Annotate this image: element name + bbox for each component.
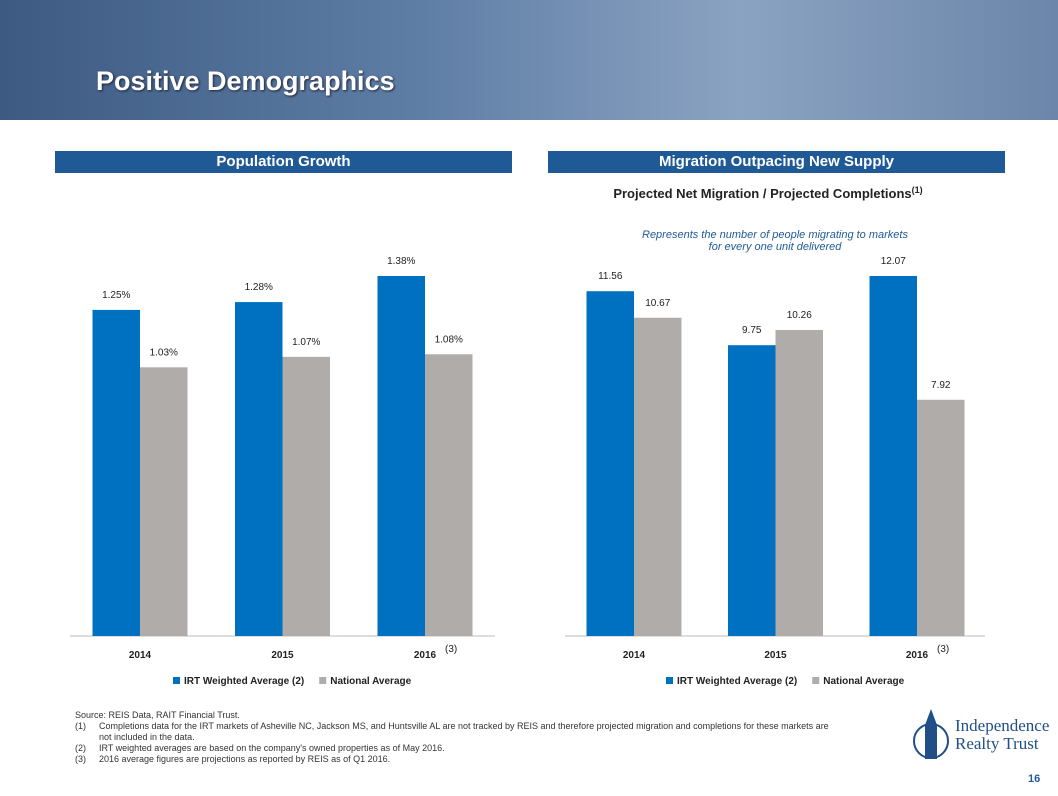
x-tick-label: 2015 <box>764 650 787 661</box>
legend-swatch <box>666 677 673 684</box>
data-label: 7.92 <box>931 380 951 391</box>
footnote: (2) IRT weighted averages are based on th… <box>75 743 835 754</box>
chart-title: Projected Net Migration / Projected Comp… <box>613 185 922 201</box>
source: Source: REIS Data, RAIT Financial Trust. <box>75 710 240 720</box>
bar <box>586 291 634 636</box>
x-tick-label: 2014 <box>623 650 646 661</box>
legend-swatch <box>812 677 820 684</box>
legend-label: National Average <box>330 676 411 687</box>
bar <box>917 399 965 636</box>
bar <box>869 276 917 636</box>
data-label: 11.56 <box>598 271 623 282</box>
page-number: 16 <box>1028 773 1041 785</box>
header-banner <box>0 0 1058 120</box>
data-label: 12.07 <box>881 256 906 267</box>
data-label: 1.07% <box>292 337 320 348</box>
logo-icon <box>913 709 949 759</box>
footnote-marker: (1) <box>75 721 86 731</box>
footnote: (3) 2016 average figures are projections … <box>75 754 835 765</box>
footnote-text: Completions data for the IRT markets of … <box>99 721 829 742</box>
logo: Independence Realty Trust <box>913 709 1050 759</box>
data-label: 1.25% <box>102 290 130 301</box>
x-tick-label: 2016 <box>906 650 929 661</box>
logo-text: Realty Trust <box>955 734 1039 753</box>
bar <box>235 302 283 636</box>
section-header: Migration Outpacing New Supply <box>548 151 1005 173</box>
legend-swatch <box>319 677 327 684</box>
bar <box>775 329 823 636</box>
bar <box>728 345 776 636</box>
logo-text: Independence <box>955 716 1050 735</box>
footnote-marker: (2) <box>75 743 86 753</box>
data-label: 10.26 <box>787 310 812 321</box>
data-label: 1.03% <box>150 347 178 358</box>
legend-label: IRT Weighted Average (2) <box>677 676 797 687</box>
data-label: 10.67 <box>645 298 670 309</box>
legend-label: National Average <box>823 676 904 687</box>
annotation: (3) <box>937 644 949 655</box>
data-label: 9.75 <box>742 325 762 336</box>
footnote-text: 2016 average figures are projections as … <box>99 754 391 764</box>
bar <box>92 309 140 636</box>
bar <box>282 356 330 636</box>
footnote-marker: (3) <box>75 754 86 764</box>
footnotes: Source: REIS Data, RAIT Financial Trust.… <box>75 710 835 765</box>
chart-title-text: Projected Net Migration / Projected Comp… <box>613 186 911 201</box>
bar <box>377 276 425 636</box>
legend-swatch <box>173 677 180 684</box>
x-tick-label: 2015 <box>271 650 294 661</box>
x-tick-label: 2014 <box>129 650 152 661</box>
x-tick-label: 2016 <box>414 650 437 661</box>
section-header: Population Growth <box>55 151 512 173</box>
data-label: 1.08% <box>435 334 463 345</box>
legend-label: IRT Weighted Average (2) <box>184 676 304 687</box>
footnote-text: IRT weighted averages are based on the c… <box>99 743 445 753</box>
chart-subtitle: Represents the number of people migratin… <box>642 229 908 253</box>
title-note: (1) <box>912 185 923 195</box>
bar <box>140 367 188 636</box>
data-label: 1.38% <box>387 256 415 267</box>
footnote: (1) Completions data for the IRT markets … <box>75 721 835 743</box>
data-label: 1.28% <box>245 282 273 293</box>
annotation: (3) <box>445 644 457 655</box>
bar <box>634 317 682 636</box>
bar <box>425 354 473 636</box>
slide-title: Positive Demographics <box>96 66 395 96</box>
